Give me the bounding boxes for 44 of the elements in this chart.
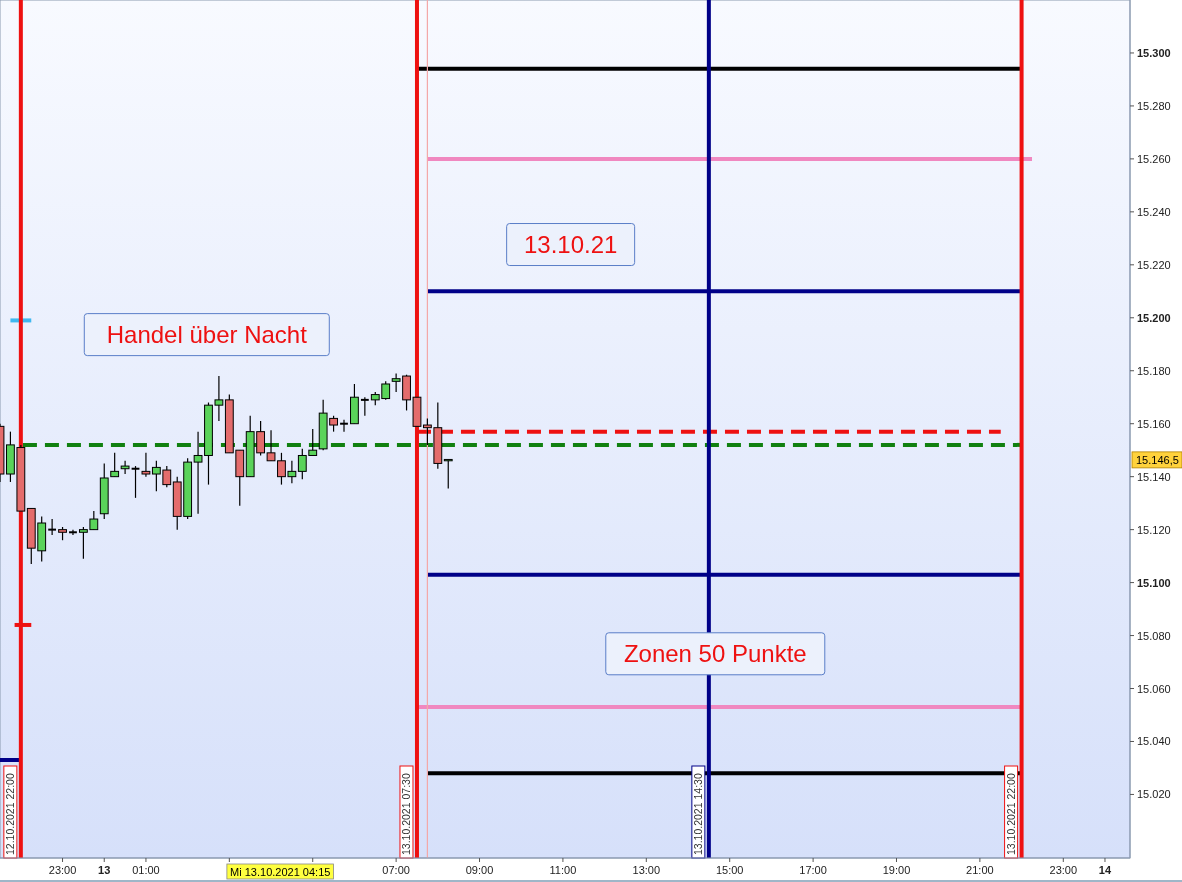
candlestick <box>359 396 370 417</box>
y-tick-label: 15.020 <box>1137 788 1171 801</box>
y-tick-label: 15.280 <box>1137 99 1171 112</box>
x-tick-label: 23:00 <box>48 864 77 876</box>
annotation: Zonen 50 Punkte <box>623 639 807 667</box>
x-tick-label: 01:00 <box>132 864 160 876</box>
ref-line-label: 12.10.2021 22:00 <box>3 773 16 855</box>
y-tick-label: 15.120 <box>1137 523 1171 536</box>
x-tick-label: 15:00 <box>715 864 744 876</box>
y-tick-label: 15.300 <box>1137 46 1171 59</box>
x-tick-label: 14 <box>1098 864 1112 876</box>
ref-line-label: 13.10.2021 14:30 <box>691 773 704 855</box>
x-tick-label: 19:00 <box>882 864 911 876</box>
x-tick-label: 09:00 <box>465 864 494 876</box>
x-tick-label: 11:00 <box>549 864 577 876</box>
annotation: Handel über Nacht <box>106 320 308 348</box>
ref-line-label: 13.10.2021 22:00 <box>1004 773 1017 855</box>
candlestick <box>120 460 130 475</box>
y-tick-label: 15.060 <box>1137 682 1171 695</box>
candlestick <box>443 458 453 490</box>
x-tick-label: 17:00 <box>799 864 827 876</box>
x-tick-label: 13:00 <box>632 864 661 876</box>
x-tick-label: 13 <box>98 864 111 876</box>
y-tick-label: 15.180 <box>1137 364 1171 377</box>
y-tick-label: 15.140 <box>1137 470 1171 483</box>
text: Mi 13.10.2021 04:15 <box>230 865 331 878</box>
y-tick-label: 15.080 <box>1137 629 1171 642</box>
candlestick <box>110 452 120 478</box>
y-tick-label: 15.260 <box>1137 152 1171 165</box>
x-tick-label: 07:00 <box>382 864 410 876</box>
annotation: 13.10.21 <box>523 230 618 258</box>
ref-line-label: 13.10.2021 07:30 <box>399 773 412 855</box>
y-tick-label: 15.040 <box>1137 735 1171 748</box>
x-tick-label: 21:00 <box>966 864 994 876</box>
candlestick <box>339 419 349 433</box>
y-tick-label: 15.240 <box>1137 205 1171 218</box>
text: 15.146,5 <box>1136 453 1179 466</box>
x-tick-label: 23:00 <box>1049 864 1078 876</box>
candlestick <box>47 518 58 536</box>
y-tick-label: 15.220 <box>1137 258 1171 271</box>
y-tick-label: 15.200 <box>1137 311 1171 324</box>
y-tick-label: 15.100 <box>1137 576 1171 589</box>
candlestick <box>68 529 78 536</box>
y-tick-label: 15.160 <box>1137 417 1171 430</box>
